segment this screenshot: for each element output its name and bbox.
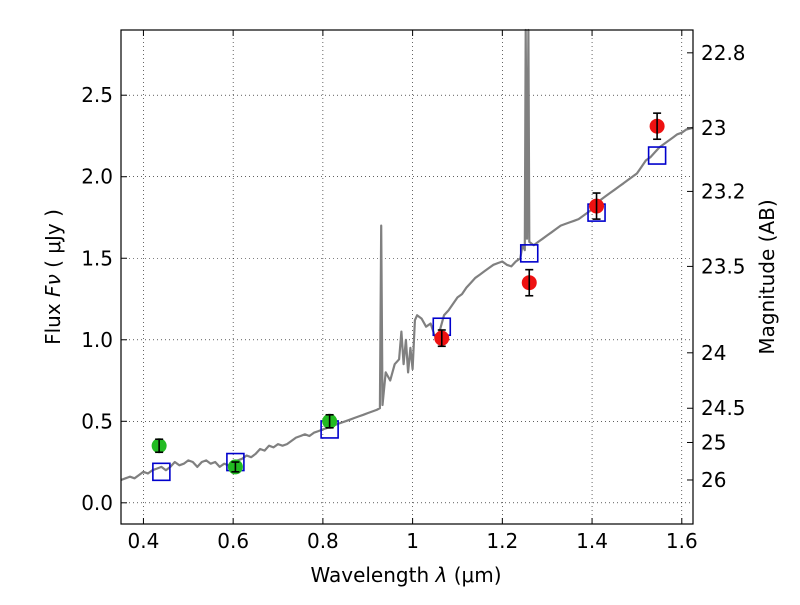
y2-tick-label: 23.2: [701, 179, 746, 203]
series-layer: [120, 28, 694, 482]
plot-frame: [120, 29, 694, 525]
x-tick-label: 0.8: [307, 529, 339, 553]
x-tick-label: 1.4: [576, 529, 608, 553]
y2-axis-label: Magnitude (AB): [755, 199, 779, 354]
y-tick-label: 2.5: [81, 83, 113, 107]
x-tick-label: 0.6: [217, 529, 249, 553]
model-point-marker: [519, 244, 539, 263]
y2-tick-label: 25: [701, 430, 726, 454]
y2-tick-label: 26: [701, 468, 726, 492]
grid: [121, 30, 693, 524]
model-point-marker: [152, 462, 171, 482]
y-axis-label: Flux Fν ( μJy ): [41, 209, 65, 345]
spectrum-line: [120, 28, 694, 482]
y2-tick-label: 24.5: [701, 396, 746, 420]
x-tick-label: 1.6: [666, 529, 698, 553]
x-tick-label: 1: [406, 529, 419, 553]
x-tick-label: 1.2: [486, 529, 518, 553]
y2-tick-label: 24: [701, 341, 726, 365]
model-point-marker: [647, 146, 667, 165]
y-tick-label: 0.0: [81, 491, 113, 515]
y-tick-label: 2.0: [81, 165, 113, 189]
y2-tick-label: 23.5: [701, 254, 746, 278]
y-tick-label: 0.5: [81, 409, 113, 433]
y-tick-label: 1.0: [81, 328, 113, 352]
x-tick-label: 0.4: [128, 529, 160, 553]
y2-tick-label: 22.8: [701, 41, 746, 65]
x-axis-label: Wavelength λ (μm): [310, 563, 501, 587]
ticks: 0.4 0.6 0.8 1 1.2 1.4 1.6 0.0 0.5 1.0 1.5 2.0 2.5 22.…: [81, 30, 746, 553]
y-tick-label: 1.5: [81, 246, 113, 270]
y2-tick-label: 23: [701, 116, 726, 140]
